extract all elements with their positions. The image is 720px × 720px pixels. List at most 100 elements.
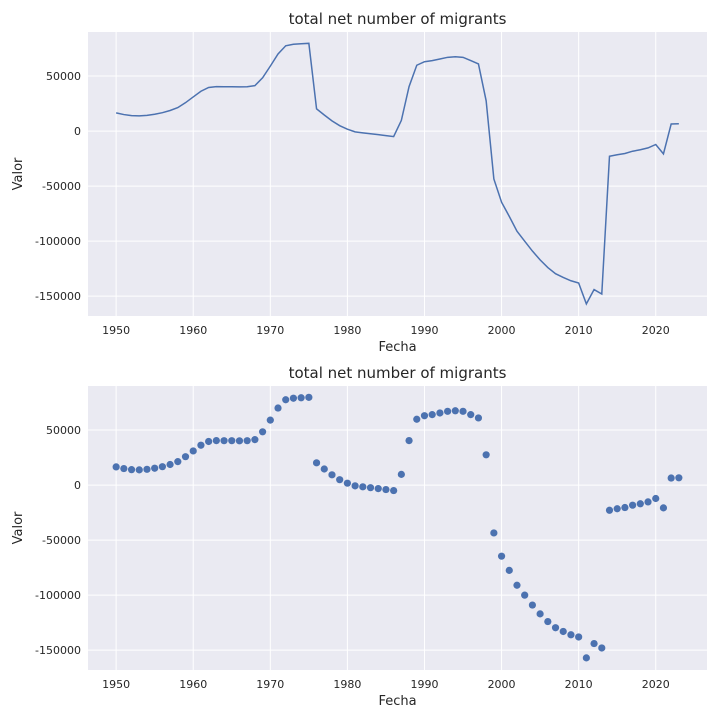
bottom-y-tick-label: -100000 <box>35 589 81 602</box>
bottom-data-point <box>567 631 575 639</box>
bottom-data-point <box>197 441 205 449</box>
bottom-data-point <box>513 581 521 589</box>
bottom-x-tick-label: 1950 <box>102 678 130 691</box>
bottom-data-point <box>351 482 359 490</box>
top-x-tick-label: 1970 <box>256 324 284 337</box>
bottom-data-point <box>320 465 328 473</box>
top-plot-area <box>88 32 707 316</box>
top-x-tick-label: 1990 <box>410 324 438 337</box>
bottom-data-point <box>420 412 429 420</box>
top-x-tick-label: 2020 <box>642 324 670 337</box>
bottom-data-point <box>482 451 490 459</box>
bottom-y-tick-label: 50000 <box>46 424 81 437</box>
bottom-data-point <box>189 447 197 455</box>
bottom-y-tick-label: 0 <box>74 479 81 492</box>
bottom-data-point <box>605 506 614 514</box>
top-x-tick-label: 2010 <box>565 324 593 337</box>
bottom-data-point <box>228 437 236 445</box>
top-x-tick-label: 2000 <box>488 324 516 337</box>
bottom-data-point <box>158 463 166 471</box>
top-x-tick-label: 1960 <box>179 324 207 337</box>
bottom-y-tick-label: -150000 <box>35 644 81 657</box>
bottom-data-point <box>243 437 251 445</box>
bottom-x-tick-label: 1990 <box>410 678 438 691</box>
bottom-chart: 1950 1960 1970 1980 1990 2000 2010 2020 -150000 -… <box>11 364 707 709</box>
top-y-tick-label: 0 <box>74 125 81 138</box>
bottom-data-point <box>505 566 513 574</box>
bottom-data-point <box>390 486 398 495</box>
bottom-data-point <box>528 601 537 609</box>
bottom-data-point <box>459 407 467 415</box>
bottom-data-point <box>259 428 267 436</box>
top-y-tick-label: -150000 <box>35 290 81 303</box>
bottom-data-point <box>536 610 544 618</box>
bottom-data-point <box>621 503 629 512</box>
bottom-data-point <box>405 437 413 445</box>
bottom-x-tick-label: 1960 <box>179 678 207 691</box>
bottom-data-point <box>305 393 313 401</box>
bottom-data-point <box>235 437 244 445</box>
top-y-axis-label: Valor <box>11 157 26 190</box>
bottom-data-point <box>274 404 282 412</box>
bottom-x-tick-label: 2010 <box>565 678 593 691</box>
bottom-data-point <box>467 411 475 419</box>
bottom-data-point <box>151 464 159 472</box>
bottom-data-point <box>328 471 336 479</box>
bottom-data-point <box>359 483 367 491</box>
bottom-data-point <box>474 414 483 422</box>
bottom-data-point <box>436 409 444 417</box>
bottom-data-point <box>590 639 598 648</box>
bottom-data-point <box>598 644 606 652</box>
top-x-axis-label: Fecha <box>378 340 416 355</box>
bottom-x-tick-label: 2000 <box>488 678 516 691</box>
top-x-tick-label: 1950 <box>102 324 130 337</box>
bottom-data-point <box>374 484 382 493</box>
bottom-data-point <box>135 466 143 474</box>
bottom-data-point <box>297 394 305 402</box>
bottom-data-point <box>644 498 652 506</box>
bottom-data-point <box>282 396 290 404</box>
bottom-data-point <box>521 591 529 599</box>
bottom-data-point <box>312 459 321 467</box>
bottom-x-tick-label: 2020 <box>642 678 670 691</box>
bottom-data-point <box>366 484 375 492</box>
bottom-data-point <box>428 411 436 419</box>
bottom-data-point <box>636 500 644 508</box>
bottom-data-point <box>251 436 259 444</box>
bottom-data-point <box>675 474 683 482</box>
bottom-data-point <box>127 466 136 474</box>
bottom-data-point <box>382 485 390 494</box>
bottom-chart-title: total net number of migrants <box>289 364 507 382</box>
bottom-data-point <box>397 470 405 478</box>
bottom-data-point <box>120 464 128 473</box>
bottom-data-point <box>343 479 351 487</box>
bottom-data-point <box>444 407 452 415</box>
top-chart-title: total net number of migrants <box>289 10 507 28</box>
bottom-data-point <box>212 437 220 445</box>
bottom-data-point <box>551 624 560 632</box>
bottom-data-point <box>667 474 675 482</box>
bottom-data-point <box>629 501 637 509</box>
bottom-data-point <box>582 654 590 662</box>
bottom-data-point <box>220 437 228 445</box>
bottom-x-tick-label: 1980 <box>333 678 361 691</box>
top-chart: 1950 1960 1970 1980 1990 2000 2010 2020 -150000 -… <box>11 10 707 355</box>
bottom-data-point <box>336 476 344 484</box>
top-series-line <box>115 42 679 306</box>
bottom-data-point <box>659 504 668 512</box>
bottom-data-point <box>559 627 567 636</box>
bottom-data-point <box>143 465 151 473</box>
bottom-data-point <box>497 552 506 560</box>
bottom-y-axis-label: Valor <box>11 511 26 544</box>
bottom-data-point <box>490 529 498 537</box>
bottom-data-point <box>112 463 120 471</box>
bottom-data-point <box>266 416 274 424</box>
bottom-data-point <box>289 394 298 402</box>
bottom-data-point <box>451 407 459 415</box>
bottom-data-point <box>575 633 583 641</box>
bottom-data-point <box>652 494 660 503</box>
bottom-y-tick-label: -50000 <box>42 534 81 547</box>
top-y-tick-label: 50000 <box>46 70 81 83</box>
